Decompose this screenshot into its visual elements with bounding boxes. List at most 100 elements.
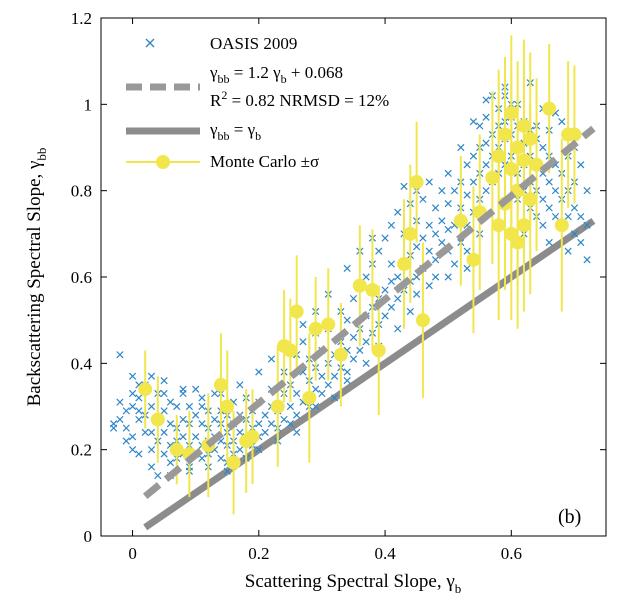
legend-one-to-one-label: γbb = γb [209, 120, 261, 143]
oasis-point [450, 260, 459, 268]
y-axis-label: Backscattering Spectral Slope, γbb [24, 148, 49, 407]
oasis-point [583, 221, 591, 229]
x-tick-label: 0.2 [248, 544, 269, 563]
oasis-point [583, 256, 591, 264]
x-tick-label: 0.6 [501, 544, 522, 563]
oasis-point [343, 376, 351, 385]
oasis-point [261, 428, 269, 437]
oasis-point [324, 381, 332, 389]
oasis-point [267, 420, 276, 428]
oasis-point [457, 143, 465, 152]
oasis-point [349, 294, 358, 303]
legend-oasis-label: OASIS 2009 [210, 34, 297, 53]
x-tick-label: 0.4 [374, 544, 396, 563]
monte-carlo-point [516, 138, 531, 312]
oasis-point [135, 407, 143, 415]
monte-carlo-series [138, 35, 596, 515]
oasis-point [381, 234, 389, 242]
oasis-point [198, 454, 206, 462]
oasis-point [255, 446, 263, 454]
oasis-point [147, 402, 156, 411]
legend-oasis-marker [145, 38, 155, 48]
oasis-point [406, 307, 414, 316]
oasis-point [463, 191, 471, 199]
oasis-point [387, 260, 395, 268]
monte-carlo-point [403, 164, 418, 303]
oasis-point [381, 312, 389, 320]
oasis-point [362, 338, 370, 346]
monte-carlo-point [554, 138, 569, 312]
oasis-point [387, 221, 395, 229]
oasis-point [444, 225, 452, 234]
monte-carlo-point [302, 333, 317, 463]
oasis-point [280, 415, 288, 424]
monte-carlo-point [567, 65, 582, 204]
oasis-point [425, 282, 433, 290]
oasis-point [128, 402, 137, 411]
oasis-point [330, 372, 339, 380]
oasis-point [116, 398, 124, 406]
oasis-point [469, 152, 478, 160]
monte-carlo-point [542, 43, 557, 174]
oasis-point [166, 458, 175, 467]
oasis-point [211, 389, 219, 398]
monte-carlo-point [453, 156, 468, 286]
oasis-point [286, 402, 294, 411]
oasis-point [293, 389, 301, 398]
oasis-point [128, 372, 137, 380]
y-tick-label: 1 [84, 95, 93, 114]
oasis-point [160, 407, 168, 415]
oasis-point [135, 450, 143, 458]
fit-line [142, 125, 596, 499]
oasis-point [431, 256, 440, 264]
oasis-point [343, 368, 351, 376]
oasis-point [583, 187, 591, 195]
monte-carlo-point [523, 104, 538, 295]
oasis-point [482, 139, 490, 147]
oasis-point [438, 187, 446, 195]
oasis-point [179, 433, 187, 441]
oasis-point [362, 273, 370, 281]
oasis-point [179, 385, 187, 393]
oasis-point [192, 385, 200, 393]
oasis-point [312, 385, 320, 393]
monte-carlo-point [510, 156, 525, 329]
y-tick-label: 0 [84, 527, 93, 546]
oasis-point [198, 394, 206, 402]
oasis-point [299, 320, 307, 329]
legend-item-oasis: OASIS 2009 [145, 34, 297, 53]
oasis-point [223, 467, 231, 475]
monte-carlo-point [352, 225, 367, 347]
oasis-point [545, 178, 553, 186]
oasis-point [110, 424, 118, 432]
one-to-one-line [143, 217, 596, 531]
oasis-point [349, 355, 358, 363]
oasis-point [318, 372, 326, 380]
oasis-point [545, 204, 553, 212]
oasis-point [400, 182, 408, 190]
oasis-point [482, 161, 490, 169]
oasis-point [394, 294, 402, 303]
oasis-point [217, 454, 225, 462]
legend-item-monte-carlo: Monte Carlo ±σ [126, 152, 319, 171]
oasis-point [444, 169, 452, 178]
oasis-point [147, 463, 156, 471]
panel-label: (b) [558, 506, 581, 528]
oasis-point [166, 398, 175, 406]
oasis-point [293, 411, 301, 419]
oasis-point [147, 446, 156, 454]
oasis-point [236, 446, 244, 454]
oasis-point [261, 411, 269, 419]
oasis-point [128, 446, 137, 454]
oasis-point [564, 247, 572, 255]
oasis-point [463, 264, 471, 272]
oasis-point [413, 243, 421, 251]
oasis-point [299, 338, 307, 346]
monte-carlo-point [220, 350, 235, 463]
oasis-point [128, 433, 137, 441]
oasis-point [211, 415, 219, 424]
monte-carlo-point [409, 121, 424, 243]
oasis-point [312, 402, 320, 411]
oasis-point [198, 420, 206, 428]
